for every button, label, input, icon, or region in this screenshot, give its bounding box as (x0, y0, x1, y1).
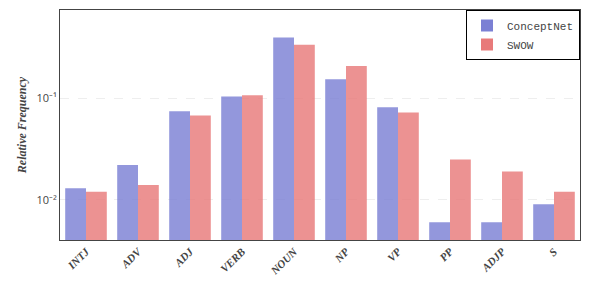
svg-text:SWOW: SWOW (507, 40, 534, 52)
svg-text:10⁻²: 10⁻² (36, 192, 57, 207)
svg-text:S: S (546, 246, 559, 259)
svg-text:NP: NP (332, 245, 352, 265)
svg-text:ConceptNet: ConceptNet (507, 21, 573, 33)
svg-text:INTJ: INTJ (65, 245, 92, 272)
svg-text:PP: PP (437, 245, 455, 263)
svg-text:VP: VP (385, 245, 404, 264)
svg-text:VERB: VERB (218, 246, 247, 275)
svg-text:10⁻¹: 10⁻¹ (36, 90, 56, 105)
svg-text:NOUN: NOUN (268, 245, 300, 277)
svg-text:ADJP: ADJP (479, 245, 508, 274)
svg-text:ADJ: ADJ (171, 245, 195, 269)
svg-text:Relative Frequency: Relative Frequency (15, 76, 29, 174)
svg-text:ADV: ADV (118, 244, 144, 270)
